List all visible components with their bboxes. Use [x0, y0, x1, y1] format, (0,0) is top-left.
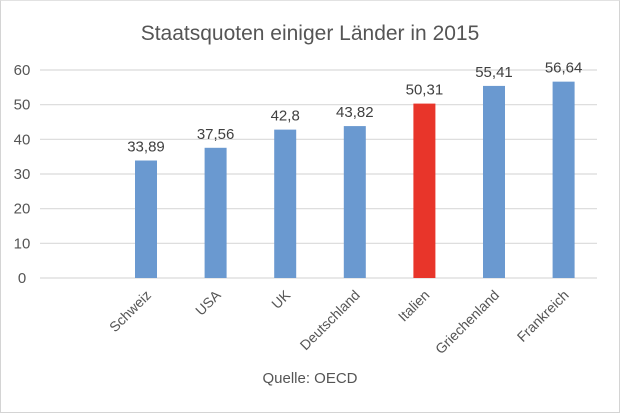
- data-label: 43,82: [336, 104, 374, 121]
- data-label: 42,8: [271, 108, 300, 125]
- y-tick-label: 30: [14, 166, 31, 183]
- data-label: 55,41: [475, 64, 513, 81]
- x-tick-label: Italien: [395, 287, 433, 325]
- data-label: 56,64: [545, 60, 583, 77]
- data-label: 50,31: [406, 82, 444, 99]
- bar-schweiz: [135, 160, 157, 278]
- bar-italien: [413, 103, 436, 278]
- y-tick-label: 60: [14, 62, 31, 79]
- bar-griechenland: [483, 85, 505, 278]
- y-tick-label: 0: [18, 270, 26, 287]
- x-axis-labels: Schweiz USA UK Deutschland Italien Griechenla…: [106, 286, 572, 357]
- data-labels: 33,89 37,56 42,8 43,82 50,31 55,41 56,64: [127, 60, 582, 156]
- y-tick-label: 50: [14, 97, 31, 114]
- y-tick-label: 40: [14, 131, 31, 148]
- x-tick-label: Griechenland: [432, 287, 502, 357]
- chart-source: Quelle: OECD: [262, 370, 357, 387]
- y-axis-ticks: 0 10 20 30 40 50 60: [14, 62, 31, 287]
- x-tick-label: UK: [268, 286, 294, 312]
- y-tick-label: 20: [14, 201, 31, 218]
- y-tick-label: 10: [14, 235, 31, 252]
- chart-title: Staatsquoten einiger Länder in 2015: [141, 22, 480, 45]
- data-label: 37,56: [197, 126, 235, 143]
- bars: [135, 81, 575, 278]
- x-tick-label: Frankreich: [514, 287, 572, 345]
- x-tick-label: Deutschland: [297, 287, 363, 353]
- bar-frankreich: [552, 81, 575, 278]
- gridlines: [40, 69, 597, 279]
- bar-usa: [204, 147, 227, 278]
- data-label: 33,89: [127, 139, 165, 156]
- x-tick-label: Schweiz: [106, 287, 154, 335]
- bar-uk: [274, 129, 297, 278]
- bar-deutschland: [343, 126, 366, 278]
- x-tick-label: USA: [192, 286, 224, 318]
